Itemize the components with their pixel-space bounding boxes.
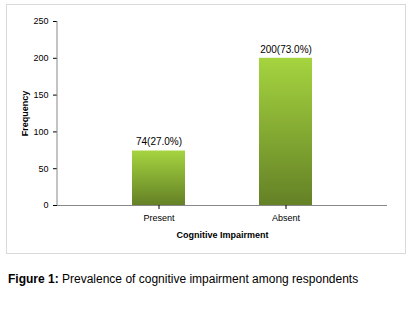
svg-text:100: 100 xyxy=(33,127,48,137)
svg-text:Present: Present xyxy=(143,213,175,223)
svg-text:Cognitive Impairment: Cognitive Impairment xyxy=(176,230,268,240)
svg-text:50: 50 xyxy=(38,164,48,174)
svg-text:74(27.0%): 74(27.0%) xyxy=(136,136,182,147)
svg-text:200: 200 xyxy=(33,53,48,63)
html-text:Figure 1: Prevalence of cognit: Figure 1: Prevalence of cognitive impair… xyxy=(8,272,359,286)
svg-text:150: 150 xyxy=(33,90,48,100)
svg-text:Frequency: Frequency xyxy=(20,91,30,137)
svg-text:200(73.0%): 200(73.0%) xyxy=(260,44,312,55)
svg-text:0: 0 xyxy=(43,200,48,210)
svg-text:250: 250 xyxy=(33,16,48,26)
svg-text:Absent: Absent xyxy=(272,213,301,223)
